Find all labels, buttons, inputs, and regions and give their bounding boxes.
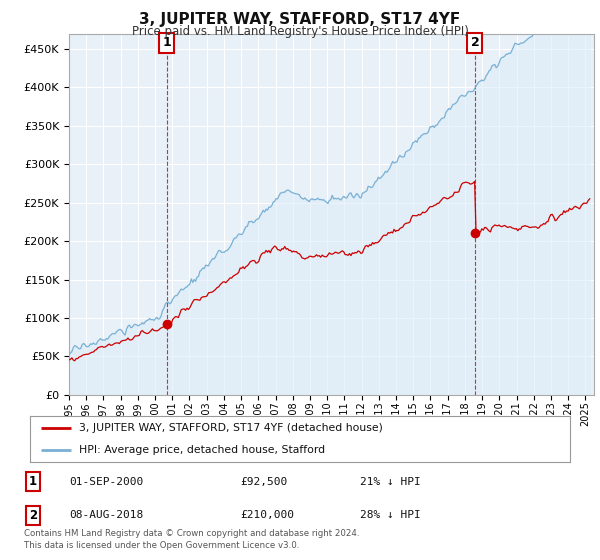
- Text: £210,000: £210,000: [240, 510, 294, 520]
- Text: 01-SEP-2000: 01-SEP-2000: [69, 477, 143, 487]
- Text: 3, JUPITER WAY, STAFFORD, ST17 4YF: 3, JUPITER WAY, STAFFORD, ST17 4YF: [139, 12, 461, 27]
- Text: £92,500: £92,500: [240, 477, 287, 487]
- Text: 2: 2: [29, 508, 37, 522]
- Text: HPI: Average price, detached house, Stafford: HPI: Average price, detached house, Staf…: [79, 445, 325, 455]
- Text: 1: 1: [162, 36, 171, 49]
- Text: Contains HM Land Registry data © Crown copyright and database right 2024.
This d: Contains HM Land Registry data © Crown c…: [24, 529, 359, 550]
- Text: 08-AUG-2018: 08-AUG-2018: [69, 510, 143, 520]
- Text: Price paid vs. HM Land Registry's House Price Index (HPI): Price paid vs. HM Land Registry's House …: [131, 25, 469, 38]
- Text: 1: 1: [29, 475, 37, 488]
- Text: 28% ↓ HPI: 28% ↓ HPI: [360, 510, 421, 520]
- Text: 21% ↓ HPI: 21% ↓ HPI: [360, 477, 421, 487]
- Text: 3, JUPITER WAY, STAFFORD, ST17 4YF (detached house): 3, JUPITER WAY, STAFFORD, ST17 4YF (deta…: [79, 423, 382, 433]
- Text: 2: 2: [470, 36, 479, 49]
